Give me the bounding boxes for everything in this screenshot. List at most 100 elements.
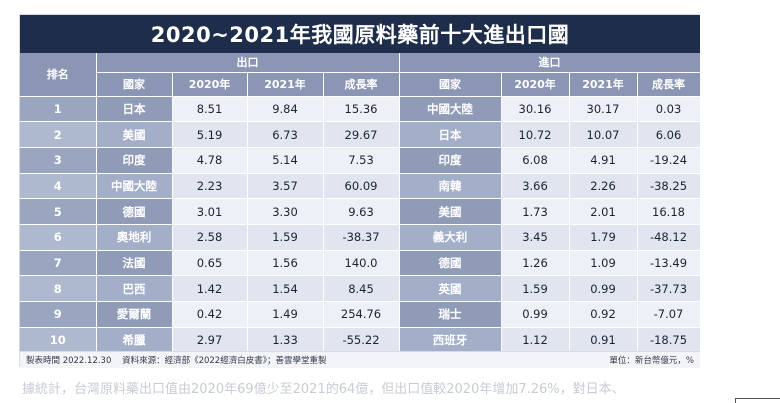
table-row: 7 法國 0.65 1.56 140.0 德國 1.26 1.09 -13.49 — [20, 249, 701, 276]
import-2020-cell: 0.99 — [501, 301, 570, 328]
table-row: 1 日本 8.51 9.84 15.36 中國大陸 30.16 30.17 0.03 — [20, 95, 701, 122]
export-2020-cell: 2.23 — [172, 172, 248, 199]
col-header-import-2021: 2021年 — [569, 71, 638, 96]
rank-cell: 8 — [20, 275, 97, 302]
import-2020-cell: 30.16 — [501, 95, 570, 122]
rank-cell: 2 — [20, 121, 97, 148]
export-growth-cell: 7.53 — [323, 146, 400, 174]
export-2021-cell: 1.56 — [247, 249, 324, 276]
import-2021-cell: 4.91 — [569, 146, 638, 174]
trade-table-card: 2020~2021年我國原料藥前十大進出口國 排名 出口 進口 國家 2020年… — [19, 14, 701, 368]
rank-cell: 1 — [20, 95, 97, 122]
export-2020-cell: 8.51 — [172, 95, 248, 122]
col-header-import-growth: 成長率 — [637, 71, 701, 96]
rank-cell: 6 — [20, 223, 97, 251]
export-country-cell: 法國 — [96, 249, 173, 276]
table-row: 2 美國 5.19 6.73 29.67 日本 10.72 10.07 6.06 — [20, 121, 701, 148]
export-header: 出口 — [96, 53, 400, 72]
import-2021-cell: 30.17 — [569, 95, 638, 122]
import-2020-cell: 3.45 — [501, 223, 570, 251]
table-row: 6 奧地利 2.58 1.59 -38.37 義大利 3.45 1.79 -48.12 — [20, 223, 701, 251]
import-country-cell: 南韓 — [399, 172, 502, 199]
import-2020-cell: 1.59 — [501, 275, 570, 302]
import-growth-cell: -19.24 — [637, 146, 701, 174]
import-country-cell: 德國 — [399, 249, 502, 276]
import-growth-cell: -13.49 — [637, 249, 701, 276]
export-country-cell: 愛爾蘭 — [96, 301, 173, 328]
export-country-cell: 奧地利 — [96, 223, 173, 251]
col-header-export-2021: 2021年 — [247, 71, 324, 96]
export-2020-cell: 0.65 — [172, 249, 248, 276]
table-row: 8 巴西 1.42 1.54 8.45 英國 1.59 0.99 -37.73 — [20, 275, 701, 302]
import-2021-cell: 10.07 — [569, 121, 638, 148]
export-country-cell: 中國大陸 — [96, 172, 173, 199]
import-2020-cell: 10.72 — [501, 121, 570, 148]
export-2020-cell: 1.42 — [172, 275, 248, 302]
import-2021-cell: 2.26 — [569, 172, 638, 199]
export-country-cell: 希臘 — [96, 326, 173, 353]
export-country-cell: 巴西 — [96, 275, 173, 302]
import-country-cell: 日本 — [399, 121, 502, 148]
export-2020-cell: 4.78 — [172, 146, 248, 174]
export-2020-cell: 2.97 — [172, 326, 248, 353]
export-2021-cell: 1.59 — [247, 223, 324, 251]
export-country-cell: 印度 — [96, 146, 173, 174]
import-growth-cell: 6.06 — [637, 121, 701, 148]
table-footer: 製表時間 2022.12.30 資料來源：經濟部《2022經濟白皮書》；善雲學堂… — [20, 351, 700, 368]
rank-header: 排名 — [20, 53, 97, 96]
export-2020-cell: 5.19 — [172, 121, 248, 148]
import-growth-cell: -48.12 — [637, 223, 701, 251]
import-growth-cell: -37.73 — [637, 275, 701, 302]
export-2020-cell: 0.42 — [172, 301, 248, 328]
export-2021-cell: 9.84 — [247, 95, 324, 122]
table-row: 9 愛爾蘭 0.42 1.49 254.76 瑞士 0.99 0.92 -7.07 — [20, 301, 701, 328]
col-header-import-2020: 2020年 — [501, 71, 570, 96]
export-2021-cell: 1.49 — [247, 301, 324, 328]
import-growth-cell: -7.07 — [637, 301, 701, 328]
trade-table: 排名 出口 進口 國家 2020年 2021年 成長率 國家 2020年 202… — [20, 53, 701, 353]
import-growth-cell: 0.03 — [637, 95, 701, 122]
import-2021-cell: 2.01 — [569, 198, 638, 225]
export-2021-cell: 6.73 — [247, 121, 324, 148]
footer-date: 製表時間 2022.12.30 — [26, 356, 112, 366]
corner-frame — [735, 398, 780, 403]
table-row: 4 中國大陸 2.23 3.57 60.09 南韓 3.66 2.26 -38.25 — [20, 172, 701, 199]
import-2020-cell: 1.73 — [501, 198, 570, 225]
article-text: 據統計，台灣原料藥出口值由2020年69億少至2021的64億，但出口值較202… — [22, 382, 625, 397]
import-growth-cell: -38.25 — [637, 172, 701, 199]
import-header: 進口 — [399, 53, 701, 72]
export-2021-cell: 5.14 — [247, 146, 324, 174]
import-2021-cell: 0.92 — [569, 301, 638, 328]
export-2020-cell: 2.58 — [172, 223, 248, 251]
table-row: 3 印度 4.78 5.14 7.53 印度 6.08 4.91 -19.24 — [20, 146, 701, 174]
col-header-export-country: 國家 — [96, 71, 173, 96]
import-2020-cell: 6.08 — [501, 146, 570, 174]
rank-cell: 9 — [20, 301, 97, 328]
footer-unit: 單位：新台幣億元，% — [609, 356, 694, 366]
table-row: 10 希臘 2.97 1.33 -55.22 西班牙 1.12 0.91 -18.75 — [20, 326, 701, 353]
export-country-cell: 日本 — [96, 95, 173, 122]
export-growth-cell: 15.36 — [323, 95, 400, 122]
import-country-cell: 印度 — [399, 146, 502, 174]
col-header-export-growth: 成長率 — [323, 71, 400, 96]
export-2021-cell: 1.54 — [247, 275, 324, 302]
import-2020-cell: 3.66 — [501, 172, 570, 199]
import-country-cell: 西班牙 — [399, 326, 502, 353]
export-country-cell: 德國 — [96, 198, 173, 225]
import-2020-cell: 1.26 — [501, 249, 570, 276]
import-country-cell: 瑞士 — [399, 301, 502, 328]
rank-cell: 7 — [20, 249, 97, 276]
export-2021-cell: 3.30 — [247, 198, 324, 225]
export-growth-cell: 60.09 — [323, 172, 400, 199]
export-growth-cell: 140.0 — [323, 249, 400, 276]
rank-cell: 5 — [20, 198, 97, 225]
import-2020-cell: 1.12 — [501, 326, 570, 353]
footer-source: 資料來源：經濟部《2022經濟白皮書》；善雲學堂重製 — [122, 356, 327, 366]
export-growth-cell: 254.76 — [323, 301, 400, 328]
export-growth-cell: 29.67 — [323, 121, 400, 148]
export-growth-cell: -38.37 — [323, 223, 400, 251]
rank-cell: 3 — [20, 146, 97, 174]
export-2020-cell: 3.01 — [172, 198, 248, 225]
import-growth-cell: 16.18 — [637, 198, 701, 225]
export-2021-cell: 3.57 — [247, 172, 324, 199]
